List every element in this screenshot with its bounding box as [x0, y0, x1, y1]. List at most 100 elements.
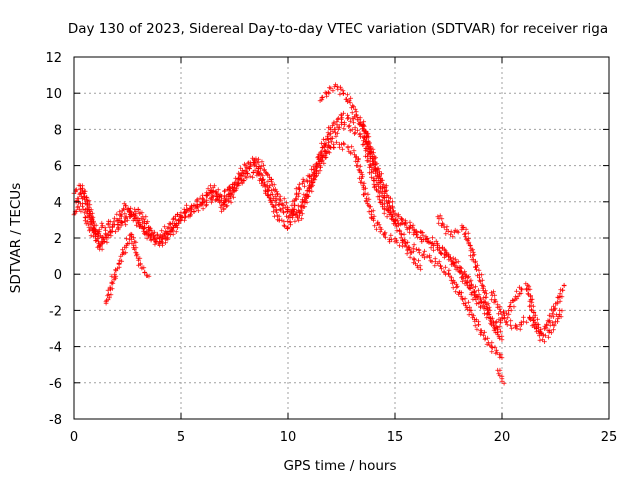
data-point: + [306, 186, 312, 196]
data-point: + [495, 328, 501, 338]
data-point: + [271, 194, 277, 204]
data-point: + [374, 166, 380, 176]
data-point: + [297, 185, 303, 195]
data-point: + [365, 156, 371, 166]
data-point: + [467, 285, 473, 295]
data-point: + [292, 201, 298, 211]
data-point: + [382, 189, 388, 199]
data-point: + [384, 213, 390, 223]
y-tick-label: -2 [49, 304, 62, 319]
data-point: + [248, 159, 254, 169]
data-point: + [351, 146, 357, 156]
data-point: + [123, 201, 129, 211]
data-point: + [89, 217, 95, 227]
data-point: + [262, 182, 268, 192]
data-point: + [135, 217, 141, 227]
data-point: + [162, 232, 168, 242]
data-point: + [81, 189, 87, 199]
data-point: + [356, 155, 362, 165]
data-point: + [73, 198, 79, 208]
data-point: + [357, 174, 363, 184]
data-point: + [437, 244, 443, 254]
data-point: + [225, 185, 231, 195]
data-point: + [447, 253, 453, 263]
data-point: + [373, 153, 379, 163]
data-point: + [363, 197, 369, 207]
data-point: + [322, 139, 328, 149]
data-point: + [284, 212, 290, 222]
data-point: + [423, 232, 429, 242]
data-point: + [318, 163, 324, 173]
data-point: + [309, 165, 315, 175]
data-point: + [207, 195, 213, 205]
data-point: + [228, 186, 234, 196]
data-point: + [398, 220, 404, 230]
y-tick-label: -4 [49, 341, 62, 356]
data-point: + [114, 216, 120, 226]
data-point: + [162, 229, 168, 239]
data-point: + [164, 235, 170, 245]
data-point: + [121, 204, 127, 214]
data-point: + [247, 172, 253, 182]
data-point: + [384, 186, 390, 196]
data-point: + [233, 178, 239, 188]
data-point: + [273, 198, 279, 208]
data-point: + [364, 194, 370, 204]
data-point: + [396, 212, 402, 222]
data-point: + [80, 200, 86, 210]
data-point: + [89, 214, 95, 224]
data-point: + [137, 210, 143, 220]
data-point: + [118, 218, 124, 228]
data-point: + [116, 225, 122, 235]
data-point: + [476, 286, 482, 296]
data-point: + [154, 237, 160, 247]
data-point: + [361, 185, 367, 195]
data-point: + [132, 214, 138, 224]
data-point: + [131, 212, 137, 222]
data-point: + [414, 230, 420, 240]
data-point: + [87, 200, 93, 210]
data-point: + [268, 175, 274, 185]
data-point: + [468, 276, 474, 286]
data-point: + [319, 157, 325, 167]
data-point: + [319, 139, 325, 149]
data-point: + [85, 213, 91, 223]
data-point: + [418, 234, 424, 244]
data-point: + [118, 211, 124, 221]
data-point: + [485, 334, 491, 344]
data-point: + [466, 281, 472, 291]
data-point: + [259, 179, 265, 189]
data-point: + [83, 205, 89, 215]
data-point: + [246, 159, 252, 169]
data-point: + [494, 346, 500, 356]
data-point: + [380, 182, 386, 192]
data-point: + [385, 206, 391, 216]
data-point: + [475, 293, 481, 303]
data-point: + [112, 214, 118, 224]
data-point: + [267, 182, 273, 192]
data-point: + [337, 123, 343, 133]
data-point: + [373, 160, 379, 170]
data-point: + [135, 205, 141, 215]
data-point: + [369, 169, 375, 179]
data-point: + [293, 211, 299, 221]
data-point: + [131, 210, 137, 220]
data-point: + [91, 228, 97, 238]
x-axis-label: GPS time / hours [283, 458, 396, 474]
data-point: + [175, 224, 181, 234]
data-point: + [369, 210, 375, 220]
data-point: + [468, 284, 474, 294]
data-point: + [149, 232, 155, 242]
data-point: + [238, 176, 244, 186]
data-point: + [95, 235, 101, 245]
data-point: + [85, 218, 91, 228]
data-point: + [323, 147, 329, 157]
data-point: + [281, 209, 287, 219]
data-point: + [178, 216, 184, 226]
data-point: + [285, 217, 291, 227]
data-point: + [317, 167, 323, 177]
data-point: + [235, 175, 241, 185]
data-point: + [82, 213, 88, 223]
data-point: + [175, 210, 181, 220]
data-point: + [203, 192, 209, 202]
